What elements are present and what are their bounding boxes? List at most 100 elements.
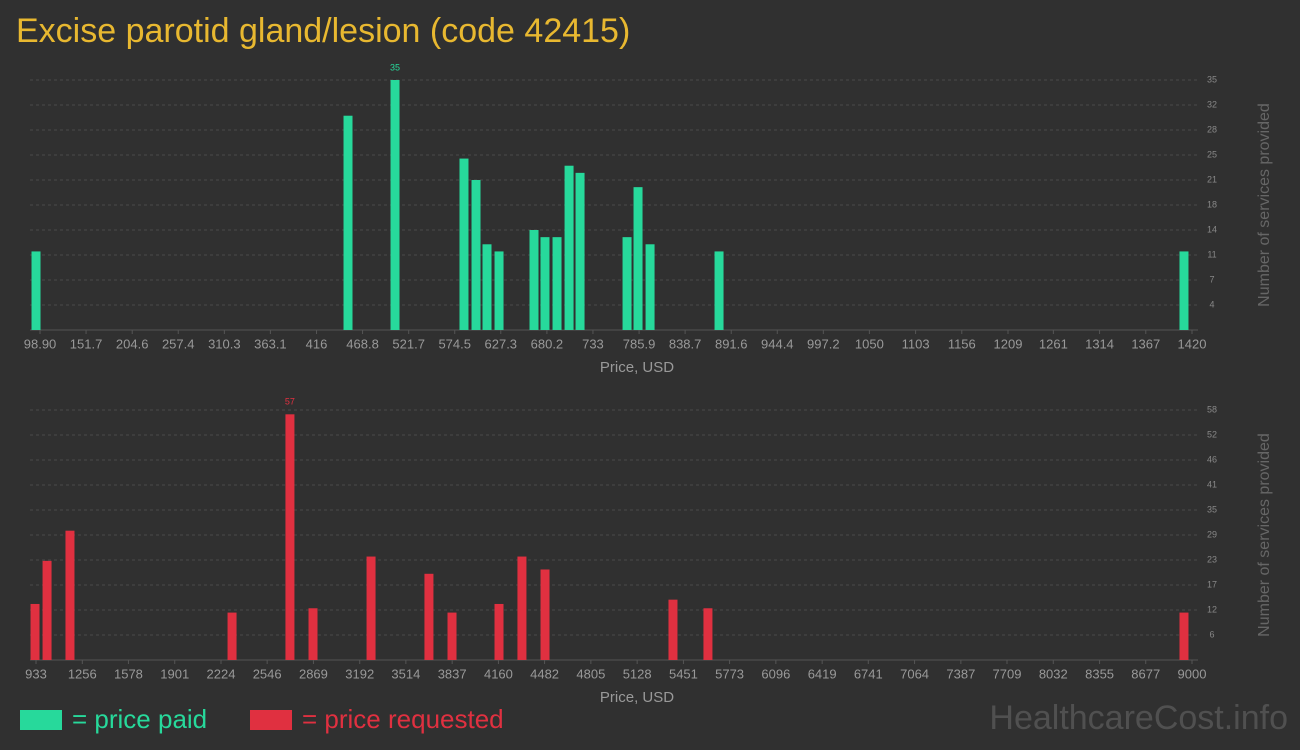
x-tick-label: 2546 xyxy=(253,666,282,681)
x-tick-label: 944.4 xyxy=(761,336,794,351)
chart-title: Excise parotid gland/lesion (code 42415) xyxy=(16,12,630,50)
y-tick-label: 18 xyxy=(1207,199,1217,209)
y-tick-label: 52 xyxy=(1207,429,1217,439)
bar xyxy=(343,115,353,330)
bar xyxy=(459,158,469,330)
y-tick-label: 23 xyxy=(1207,554,1217,564)
bar xyxy=(471,180,481,330)
y-tick-label: 12 xyxy=(1207,604,1217,614)
y-axis-label: Number of services provided xyxy=(1256,433,1273,637)
bar xyxy=(30,603,40,660)
data-label: 57 xyxy=(285,397,295,407)
x-tick-label: 1901 xyxy=(160,666,189,681)
bar xyxy=(366,556,376,660)
x-tick-label: 4805 xyxy=(576,666,605,681)
x-tick-label: 680.2 xyxy=(531,336,564,351)
x-tick-label: 3514 xyxy=(391,666,420,681)
x-tick-label: 5773 xyxy=(715,666,744,681)
x-tick-label: 3192 xyxy=(345,666,374,681)
x-tick-label: 785.9 xyxy=(623,336,656,351)
y-tick-label: 4 xyxy=(1209,299,1214,309)
x-tick-label: 997.2 xyxy=(807,336,840,351)
bar xyxy=(1179,251,1189,330)
bar xyxy=(529,230,539,330)
x-tick-label: 4482 xyxy=(530,666,559,681)
bar xyxy=(517,556,527,660)
bar xyxy=(31,251,41,330)
x-tick-label: 9000 xyxy=(1178,666,1207,681)
legend-swatch xyxy=(20,710,62,730)
bar xyxy=(622,237,632,330)
x-tick-label: 468.8 xyxy=(346,336,379,351)
x-axis-label: Price, USD xyxy=(600,359,674,376)
x-tick-label: 838.7 xyxy=(669,336,702,351)
bar xyxy=(575,172,585,330)
y-tick-label: 35 xyxy=(1207,504,1217,514)
legend-label: = price requested xyxy=(302,704,504,734)
bar xyxy=(540,237,550,330)
data-label: 35 xyxy=(390,62,400,72)
x-tick-label: 204.6 xyxy=(116,336,149,351)
x-tick-label: 2224 xyxy=(207,666,236,681)
x-tick-label: 5451 xyxy=(669,666,698,681)
x-tick-label: 416 xyxy=(306,336,328,351)
x-tick-label: 6096 xyxy=(761,666,790,681)
x-tick-label: 1209 xyxy=(994,336,1023,351)
y-tick-label: 11 xyxy=(1207,249,1216,259)
x-tick-label: 8032 xyxy=(1039,666,1068,681)
y-tick-label: 28 xyxy=(1207,124,1217,134)
bar xyxy=(308,608,318,660)
bar xyxy=(482,244,492,330)
bar xyxy=(540,569,550,660)
bar xyxy=(645,244,655,330)
y-tick-label: 6 xyxy=(1209,629,1214,639)
y-tick-label: 58 xyxy=(1207,404,1217,414)
x-tick-label: 7709 xyxy=(993,666,1022,681)
x-tick-label: 733 xyxy=(582,336,604,351)
x-tick-label: 1420 xyxy=(1178,336,1207,351)
y-tick-label: 35 xyxy=(1207,74,1217,84)
x-tick-label: 3837 xyxy=(438,666,467,681)
bar xyxy=(390,80,400,330)
bar xyxy=(424,573,434,660)
bar xyxy=(494,603,504,660)
x-tick-label: 521.7 xyxy=(392,336,425,351)
bar xyxy=(564,165,574,330)
x-tick-label: 1578 xyxy=(114,666,143,681)
watermark: HealthcareCost.info xyxy=(989,699,1288,737)
x-tick-label: 1367 xyxy=(1131,336,1160,351)
x-tick-label: 1256 xyxy=(68,666,97,681)
bar xyxy=(668,599,678,660)
x-tick-label: 6741 xyxy=(854,666,883,681)
bar xyxy=(552,237,562,330)
bar xyxy=(703,608,713,660)
x-tick-label: 7387 xyxy=(946,666,975,681)
bar xyxy=(1179,612,1189,660)
x-tick-label: 5128 xyxy=(623,666,652,681)
x-tick-label: 8355 xyxy=(1085,666,1114,681)
bar xyxy=(494,251,504,330)
y-tick-label: 25 xyxy=(1207,149,1217,159)
x-tick-label: 1050 xyxy=(855,336,884,351)
y-tick-label: 29 xyxy=(1207,529,1217,539)
x-tick-label: 8677 xyxy=(1131,666,1160,681)
bar xyxy=(42,560,52,660)
x-tick-label: 574.5 xyxy=(438,336,471,351)
y-tick-label: 41 xyxy=(1207,479,1217,489)
x-tick-label: 257.4 xyxy=(162,336,195,351)
bar xyxy=(633,187,643,330)
bar xyxy=(714,251,724,330)
y-tick-label: 21 xyxy=(1207,174,1217,184)
x-tick-label: 310.3 xyxy=(208,336,241,351)
x-tick-label: 98.90 xyxy=(24,336,57,351)
y-axis-label: Number of services provided xyxy=(1256,103,1273,307)
bar xyxy=(447,612,457,660)
x-tick-label: 151.7 xyxy=(70,336,103,351)
y-tick-label: 17 xyxy=(1207,579,1217,589)
y-tick-label: 14 xyxy=(1207,224,1217,234)
x-tick-label: 1261 xyxy=(1039,336,1068,351)
x-tick-label: 6419 xyxy=(808,666,837,681)
x-tick-label: 1103 xyxy=(902,336,930,351)
